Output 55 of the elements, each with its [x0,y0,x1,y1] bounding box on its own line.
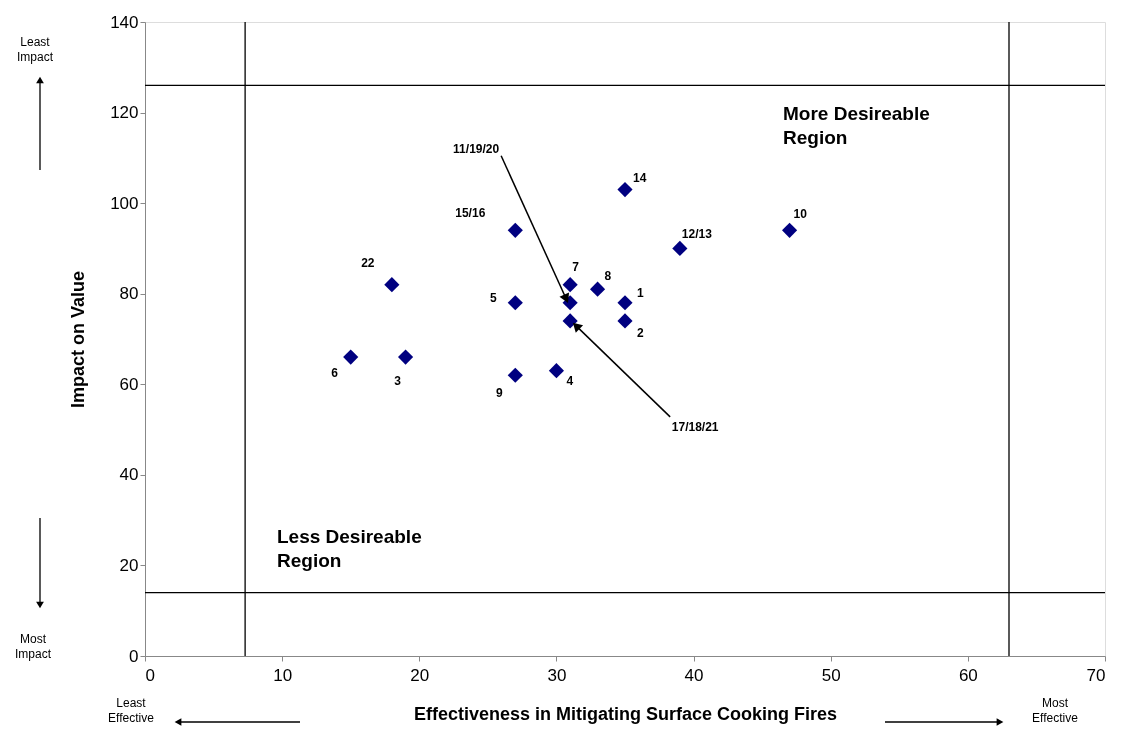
y-tick-label: 60 [119,374,139,394]
point [781,222,798,238]
point [617,181,633,198]
annotation: 17/18/21 [671,419,719,434]
annotation: 1 [637,285,644,300]
annotation: 14 [633,170,647,185]
annotation: Less Desireable Region [277,526,422,571]
x-tick-label: 10 [273,665,293,685]
point [562,277,578,293]
annotation: 10 [793,207,808,222]
y-axis-title: Impact on Value [68,270,89,409]
y-tick-label: 140 [110,12,139,32]
point [507,295,523,311]
annotation: 12/13 [681,227,713,242]
annotation: 5 [489,290,497,305]
annotation: 8 [604,269,612,284]
point [343,349,359,365]
annotation: 7 [572,259,580,274]
point [562,313,578,329]
y-tick-label: 40 [119,465,139,485]
y-tick-label: 120 [110,103,139,123]
x-tick-label: 20 [410,665,430,685]
x-tick-label: 30 [547,665,567,685]
text: Least Effective [108,696,155,725]
point [589,281,606,297]
y-tick-label: 80 [119,284,139,304]
y-tick-label: 100 [110,193,139,213]
text: Least Impact [16,35,54,64]
y-tick-label: 20 [119,555,139,575]
point [617,313,633,329]
point [672,240,688,257]
point [507,367,523,383]
point [548,363,565,379]
annotation: 11/19/20 [453,141,500,156]
point [507,222,523,238]
annotation: 6 [331,366,339,381]
point [384,277,400,293]
x-tick-label: 70 [1086,665,1106,685]
x-axis-title: Effectiveness in Mitigating Surface Cooking Fires [413,703,838,724]
annotation: 9 [495,386,503,401]
x-tick-label: 50 [821,665,841,685]
x-tick-label: 60 [958,665,978,685]
point [397,349,414,365]
annotation: 2 [637,325,644,340]
annotation: 22 [361,255,375,270]
annotation: 3 [394,374,402,389]
y-tick-label: 0 [129,646,139,666]
point [617,295,633,311]
annotation: 15/16 [455,206,486,221]
text: Most Impact [14,632,52,661]
annotation: More Desireable Region [783,103,930,148]
annotation: 4 [566,373,574,388]
text: Most Effective [1032,696,1079,725]
x-tick-label: 0 [145,665,155,685]
x-tick-label: 40 [684,665,704,685]
